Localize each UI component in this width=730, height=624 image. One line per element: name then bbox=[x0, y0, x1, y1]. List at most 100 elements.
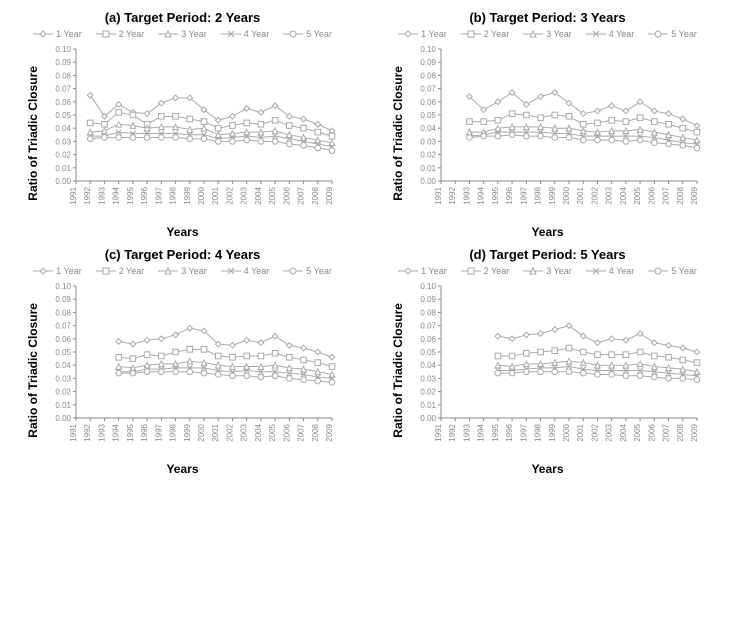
legend-item: 4 Year bbox=[221, 266, 270, 276]
legend-a: 1 Year2 Year3 Year4 Year5 Year bbox=[33, 29, 332, 39]
panel-title-c: (c) Target Period: 4 Years bbox=[105, 247, 261, 262]
svg-text:0.01: 0.01 bbox=[55, 164, 71, 173]
svg-text:1992: 1992 bbox=[83, 186, 92, 204]
legend-d: 1 Year2 Year3 Year4 Year5 Year bbox=[398, 266, 697, 276]
svg-text:0.01: 0.01 bbox=[55, 401, 71, 410]
svg-text:0.09: 0.09 bbox=[55, 295, 71, 304]
svg-text:0.04: 0.04 bbox=[420, 361, 436, 370]
svg-text:0.10: 0.10 bbox=[420, 282, 436, 291]
svg-text:1999: 1999 bbox=[182, 186, 191, 204]
svg-text:1992: 1992 bbox=[83, 423, 92, 441]
legend-item: 5 Year bbox=[283, 29, 332, 39]
x-axis-label: Years bbox=[531, 462, 563, 476]
svg-text:1993: 1993 bbox=[462, 186, 471, 204]
svg-text:0.08: 0.08 bbox=[55, 308, 71, 317]
svg-text:1991: 1991 bbox=[69, 423, 78, 441]
svg-text:1994: 1994 bbox=[476, 186, 485, 204]
panel-title-a: (a) Target Period: 2 Years bbox=[105, 10, 261, 25]
legend-label: 4 Year bbox=[609, 29, 635, 39]
svg-text:2009: 2009 bbox=[690, 423, 699, 441]
svg-text:2000: 2000 bbox=[562, 423, 571, 441]
legend-label: 1 Year bbox=[421, 266, 447, 276]
svg-text:2006: 2006 bbox=[647, 423, 656, 441]
svg-text:1992: 1992 bbox=[448, 423, 457, 441]
svg-text:0.03: 0.03 bbox=[55, 137, 71, 146]
svg-text:2000: 2000 bbox=[562, 186, 571, 204]
svg-text:2000: 2000 bbox=[197, 186, 206, 204]
svg-text:1991: 1991 bbox=[434, 186, 443, 204]
svg-text:1998: 1998 bbox=[533, 423, 542, 441]
svg-text:0.09: 0.09 bbox=[420, 58, 436, 67]
svg-text:0.04: 0.04 bbox=[55, 124, 71, 133]
panel-b: (b) Target Period: 3 Years 1 Year2 Year3… bbox=[375, 10, 720, 239]
svg-text:2004: 2004 bbox=[253, 186, 262, 204]
legend-label: 4 Year bbox=[609, 266, 635, 276]
svg-text:2000: 2000 bbox=[197, 423, 206, 441]
legend-item: 1 Year bbox=[398, 266, 447, 276]
svg-text:2005: 2005 bbox=[268, 423, 277, 441]
panel-title-b: (b) Target Period: 3 Years bbox=[469, 10, 625, 25]
svg-text:2007: 2007 bbox=[296, 186, 305, 204]
svg-text:0.08: 0.08 bbox=[420, 308, 436, 317]
svg-text:0.02: 0.02 bbox=[420, 151, 436, 160]
legend-label: 3 Year bbox=[546, 29, 572, 39]
svg-text:0.01: 0.01 bbox=[420, 164, 436, 173]
svg-text:0.03: 0.03 bbox=[420, 137, 436, 146]
panel-c: (c) Target Period: 4 Years 1 Year2 Year3… bbox=[10, 247, 355, 476]
svg-text:2007: 2007 bbox=[661, 186, 670, 204]
legend-label: 4 Year bbox=[244, 266, 270, 276]
svg-text:1997: 1997 bbox=[519, 423, 528, 441]
legend-item: 4 Year bbox=[586, 266, 635, 276]
svg-text:1998: 1998 bbox=[168, 423, 177, 441]
svg-text:1994: 1994 bbox=[111, 186, 120, 204]
svg-text:2005: 2005 bbox=[633, 186, 642, 204]
svg-text:2005: 2005 bbox=[633, 423, 642, 441]
legend-label: 5 Year bbox=[306, 266, 332, 276]
svg-text:2004: 2004 bbox=[618, 423, 627, 441]
svg-text:2006: 2006 bbox=[282, 423, 291, 441]
svg-text:0.07: 0.07 bbox=[55, 85, 71, 94]
svg-text:2004: 2004 bbox=[253, 423, 262, 441]
svg-text:2001: 2001 bbox=[576, 423, 585, 441]
svg-text:1999: 1999 bbox=[547, 186, 556, 204]
svg-text:1995: 1995 bbox=[125, 423, 134, 441]
svg-text:0.01: 0.01 bbox=[420, 401, 436, 410]
legend-label: 2 Year bbox=[484, 29, 510, 39]
svg-text:0.05: 0.05 bbox=[420, 348, 436, 357]
legend-label: 3 Year bbox=[181, 29, 207, 39]
svg-text:0.08: 0.08 bbox=[55, 71, 71, 80]
svg-text:0.00: 0.00 bbox=[55, 414, 71, 423]
svg-text:2008: 2008 bbox=[675, 186, 684, 204]
svg-text:2002: 2002 bbox=[225, 186, 234, 204]
svg-text:0.07: 0.07 bbox=[420, 322, 436, 331]
svg-text:0.09: 0.09 bbox=[55, 58, 71, 67]
legend-item: 4 Year bbox=[586, 29, 635, 39]
svg-text:1995: 1995 bbox=[490, 423, 499, 441]
svg-text:1993: 1993 bbox=[97, 186, 106, 204]
svg-text:2004: 2004 bbox=[618, 186, 627, 204]
svg-text:1998: 1998 bbox=[533, 186, 542, 204]
svg-text:0.10: 0.10 bbox=[55, 45, 71, 54]
svg-text:1994: 1994 bbox=[111, 423, 120, 441]
legend-item: 2 Year bbox=[461, 266, 510, 276]
svg-text:1993: 1993 bbox=[97, 423, 106, 441]
svg-text:0.03: 0.03 bbox=[420, 374, 436, 383]
svg-text:0.05: 0.05 bbox=[55, 348, 71, 357]
panel-title-d: (d) Target Period: 5 Years bbox=[469, 247, 625, 262]
svg-text:1997: 1997 bbox=[154, 423, 163, 441]
legend-item: 2 Year bbox=[96, 29, 145, 39]
svg-text:1996: 1996 bbox=[505, 186, 514, 204]
y-axis-label: Ratio of Triadic Closure bbox=[391, 303, 405, 438]
svg-text:1999: 1999 bbox=[182, 423, 191, 441]
chart-svg-d: 0.000.010.020.030.040.050.060.070.080.09… bbox=[405, 280, 705, 460]
svg-text:0.07: 0.07 bbox=[55, 322, 71, 331]
svg-text:0.06: 0.06 bbox=[420, 98, 436, 107]
legend-item: 5 Year bbox=[648, 266, 697, 276]
legend-item: 5 Year bbox=[283, 266, 332, 276]
svg-text:0.00: 0.00 bbox=[55, 177, 71, 186]
svg-text:2001: 2001 bbox=[211, 186, 220, 204]
svg-text:0.07: 0.07 bbox=[420, 85, 436, 94]
svg-text:1991: 1991 bbox=[434, 423, 443, 441]
chart-svg-b: 0.000.010.020.030.040.050.060.070.080.09… bbox=[405, 43, 705, 223]
svg-text:1998: 1998 bbox=[168, 186, 177, 204]
